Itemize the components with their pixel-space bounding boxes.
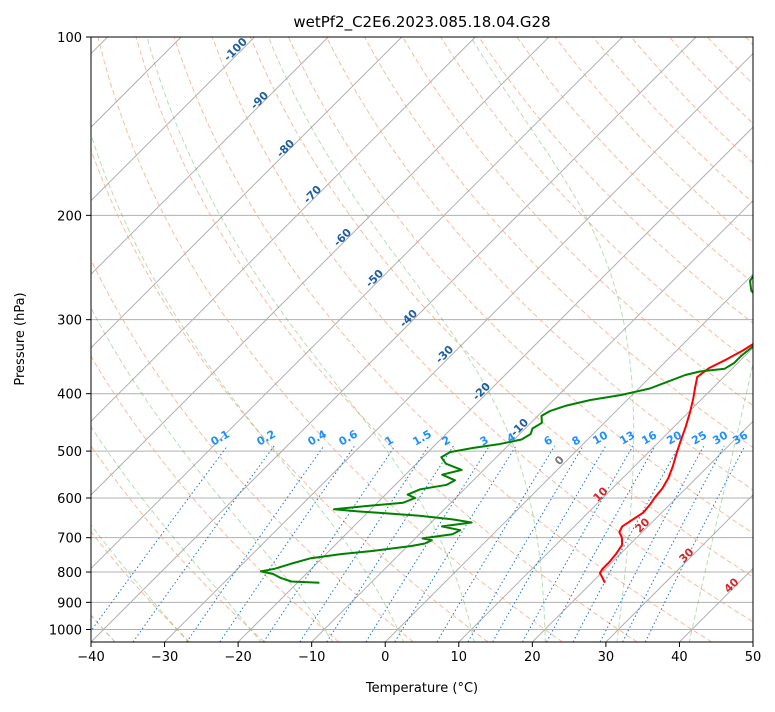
x-tick-label: −30 — [151, 650, 178, 665]
y-tick-label: 900 — [57, 596, 82, 611]
x-tick-label: −40 — [77, 650, 104, 665]
y-tick-label: 100 — [57, 31, 82, 46]
y-tick-label: 500 — [57, 445, 82, 460]
x-tick-label: 0 — [381, 650, 389, 665]
y-tick-label: 800 — [57, 566, 82, 581]
x-axis-label: Temperature (°C) — [365, 681, 478, 696]
y-tick-label: 1000 — [49, 623, 82, 638]
x-tick-label: 10 — [451, 650, 468, 665]
y-tick-label: 700 — [57, 532, 82, 547]
y-tick-label: 200 — [57, 209, 82, 224]
y-tick-label: 600 — [57, 492, 82, 507]
y-axis-label: Pressure (hPa) — [13, 292, 28, 385]
x-tick-label: 20 — [524, 650, 541, 665]
x-tick-label: −20 — [224, 650, 251, 665]
chart-title: wetPf2_C2E6.2023.085.18.04.G28 — [293, 13, 550, 32]
y-tick-label: 400 — [57, 388, 82, 403]
x-tick-label: 40 — [671, 650, 688, 665]
y-tick-label: 300 — [57, 314, 82, 329]
x-tick-label: 30 — [598, 650, 615, 665]
x-tick-label: −10 — [298, 650, 325, 665]
x-tick-label: 50 — [745, 650, 762, 665]
